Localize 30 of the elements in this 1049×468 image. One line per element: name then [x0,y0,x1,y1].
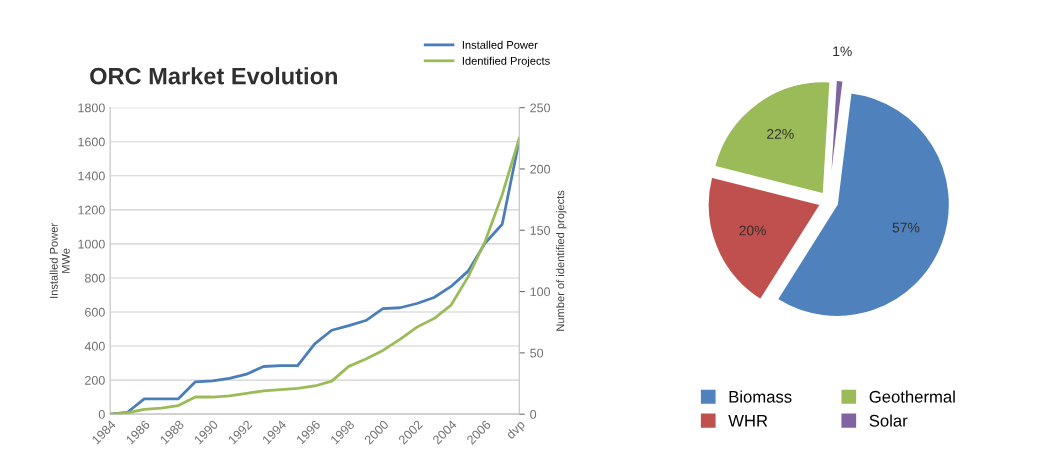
y-tick-label: 200 [85,375,105,385]
y2-axis-title: Number of identified projects [556,190,567,331]
y-tick-label: 1000 [78,239,105,249]
legend-label: WHR [728,414,768,427]
x-tick-label: dvp [505,419,528,442]
y2-tick-label: 0 [530,409,537,419]
y2-tick-label: 150 [530,226,551,235]
legend-label: Solar [869,414,908,427]
y-tick-label: 800 [84,273,105,283]
legend-label: Identified Projects [462,56,550,67]
y-tick-label: 1200 [78,205,105,215]
legend-label: Biomass [729,390,792,403]
y-tick-label: 1400 [78,171,105,181]
y-tick-label: 0 [98,409,105,419]
y-tick-label: 1800 [78,103,105,113]
data-label: 1% [833,46,852,57]
y-tick-label: 1600 [78,137,105,147]
y-tick-label: 600 [85,307,105,317]
y2-tick-label: 50 [530,348,544,358]
y2-tick-label: 100 [530,287,551,297]
data-label: 22% [767,128,794,139]
chart-title: ORC Market Evolution [90,67,337,85]
y-axis-title: Installed Power MWe [49,223,70,298]
legend-label: Installed Power [462,40,538,49]
y2-tick-label: 250 [530,103,551,113]
data-label: 57% [892,222,920,233]
data-label: 20% [739,225,766,236]
y2-tick-label: 200 [530,164,551,174]
y-tick-label: 400 [84,341,105,351]
legend-label: Geothermal [869,390,955,403]
